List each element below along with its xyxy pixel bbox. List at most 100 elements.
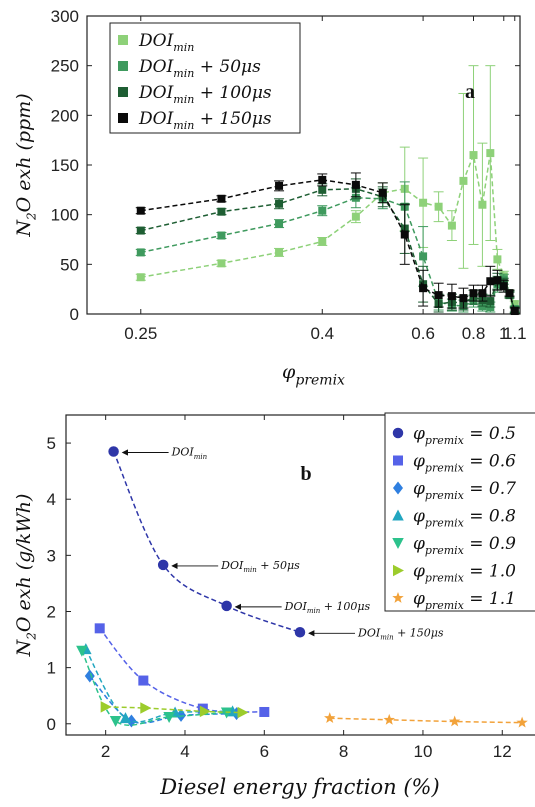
- series-a-3: [135, 172, 520, 316]
- legend-b: φpremix = 0.5 φpremix = 0.6 φpremix = 0.7 φ…: [384, 412, 535, 612]
- data-point-b: [119, 712, 132, 724]
- data-point-a: [136, 273, 145, 282]
- x-tick-label-a: 0.6: [411, 324, 435, 343]
- series-b-0: [108, 446, 306, 638]
- series-line-a: [140, 152, 516, 305]
- legend-label-a: DOImin + 100μs: [138, 83, 272, 106]
- data-point-a: [510, 300, 519, 309]
- annotation: DOImin + 50μs: [171, 559, 300, 574]
- series-line-a: [140, 197, 516, 310]
- legend-marker-b: [392, 592, 404, 603]
- data-point-a: [469, 289, 478, 298]
- legend-label-b: φpremix = 0.9: [413, 534, 516, 557]
- annotation-label: DOImin + 150μs: [357, 626, 444, 641]
- data-point-a: [434, 202, 443, 211]
- annotation-label: DOImin + 100μs: [284, 600, 371, 615]
- data-point-a: [275, 181, 284, 190]
- data-point-a: [478, 289, 487, 298]
- x-tick-label-a: 0.4: [310, 324, 334, 343]
- data-point-b: [76, 645, 88, 657]
- data-point-b: [221, 600, 232, 612]
- legend-label-b: φpremix = 0.8: [413, 507, 516, 530]
- y-tick-label-b: 2: [47, 602, 56, 621]
- data-point-a: [493, 255, 502, 264]
- data-point-a: [217, 194, 226, 203]
- legend-marker-b: [392, 509, 404, 521]
- x-tick-label-a: 1: [499, 324, 508, 343]
- chart-a: 0.25 0.4 0.6 0.8 11.1 0 50 100 150 200 250 300 DOImi…: [13, 7, 527, 389]
- annotation: DOImin: [121, 445, 208, 461]
- x-tick-label-b: 12: [493, 742, 512, 761]
- y-tick-label-a: 150: [51, 156, 79, 175]
- legend-marker-a: [118, 87, 128, 97]
- legend-a: DOImin DOImin + 50μs DOImin + 100μs DOImin …: [109, 22, 301, 134]
- data-point-a: [378, 188, 387, 197]
- data-point-a: [469, 151, 478, 160]
- legend-marker-b: [393, 481, 403, 495]
- x-tick-label-b: 2: [101, 742, 110, 761]
- legend-label-a: DOImin + 50μs: [138, 57, 261, 80]
- data-point-b: [157, 559, 169, 571]
- legend-marker-a: [118, 35, 128, 45]
- data-point-b: [383, 713, 395, 725]
- legend-box-b: [384, 412, 535, 612]
- data-point-b: [100, 701, 112, 713]
- data-point-a: [486, 149, 495, 158]
- legend-marker-b: [392, 427, 404, 439]
- panel-label-a: a: [465, 81, 475, 103]
- series-b-6: [324, 712, 528, 728]
- data-point-b: [324, 712, 336, 724]
- legend-label-a: DOImin + 150μs: [138, 109, 272, 132]
- x-tick-label-a: 0.8: [462, 324, 486, 343]
- data-point-b: [163, 712, 175, 724]
- data-point-a: [217, 207, 226, 216]
- data-point-a: [459, 176, 468, 185]
- data-point-a: [419, 198, 428, 207]
- data-point-b: [84, 669, 95, 683]
- y-tick-label-b: 1: [47, 659, 56, 678]
- data-point-b: [294, 627, 306, 638]
- data-point-b: [516, 716, 528, 728]
- y-tick-label-a: 50: [60, 255, 79, 274]
- series-b-5: [100, 701, 249, 719]
- data-point-a: [499, 282, 508, 291]
- series-b-4: [76, 645, 233, 727]
- series-a-2: [135, 178, 520, 315]
- legend-marker-a: [118, 113, 128, 123]
- legend-label-b: φpremix = 0.6: [413, 452, 516, 475]
- legend-label-b: φpremix = 0.7: [413, 479, 516, 502]
- data-point-b: [108, 446, 119, 457]
- series-fit-b: [105, 706, 243, 714]
- x-tick-label-a: 0.25: [124, 324, 157, 343]
- data-point-a: [478, 200, 487, 209]
- data-point-a: [275, 219, 284, 228]
- series-fit-b: [81, 650, 227, 726]
- y-tick-label-b: 0: [47, 715, 56, 734]
- data-point-b: [199, 705, 211, 718]
- legend-marker-b: [393, 564, 404, 577]
- data-point-a: [459, 294, 468, 303]
- annotation: DOImin + 150μs: [308, 626, 444, 642]
- series-b-1: [94, 623, 270, 717]
- series-fit-b: [329, 717, 523, 724]
- data-point-a: [351, 180, 360, 189]
- x-tick-label-b: 4: [180, 742, 189, 761]
- data-point-a: [447, 292, 456, 301]
- x-axis-label-b: Diesel energy fraction (%): [159, 775, 439, 799]
- data-point-a: [505, 289, 514, 298]
- legend-marker-b: [392, 538, 404, 549]
- series-fit-b: [99, 627, 265, 713]
- x-tick-label-b: 6: [260, 742, 269, 761]
- data-point-a: [486, 277, 495, 286]
- data-point-a: [351, 212, 360, 221]
- legend-label-b: φpremix = 1.0: [413, 562, 516, 585]
- legend-box-a: [109, 22, 301, 134]
- annotation-label: DOImin + 50μs: [220, 559, 300, 574]
- panel-label-b: b: [300, 463, 311, 485]
- data-point-b: [140, 702, 152, 714]
- data-point-b: [94, 623, 105, 634]
- data-point-a: [447, 221, 456, 230]
- data-point-a: [419, 284, 428, 293]
